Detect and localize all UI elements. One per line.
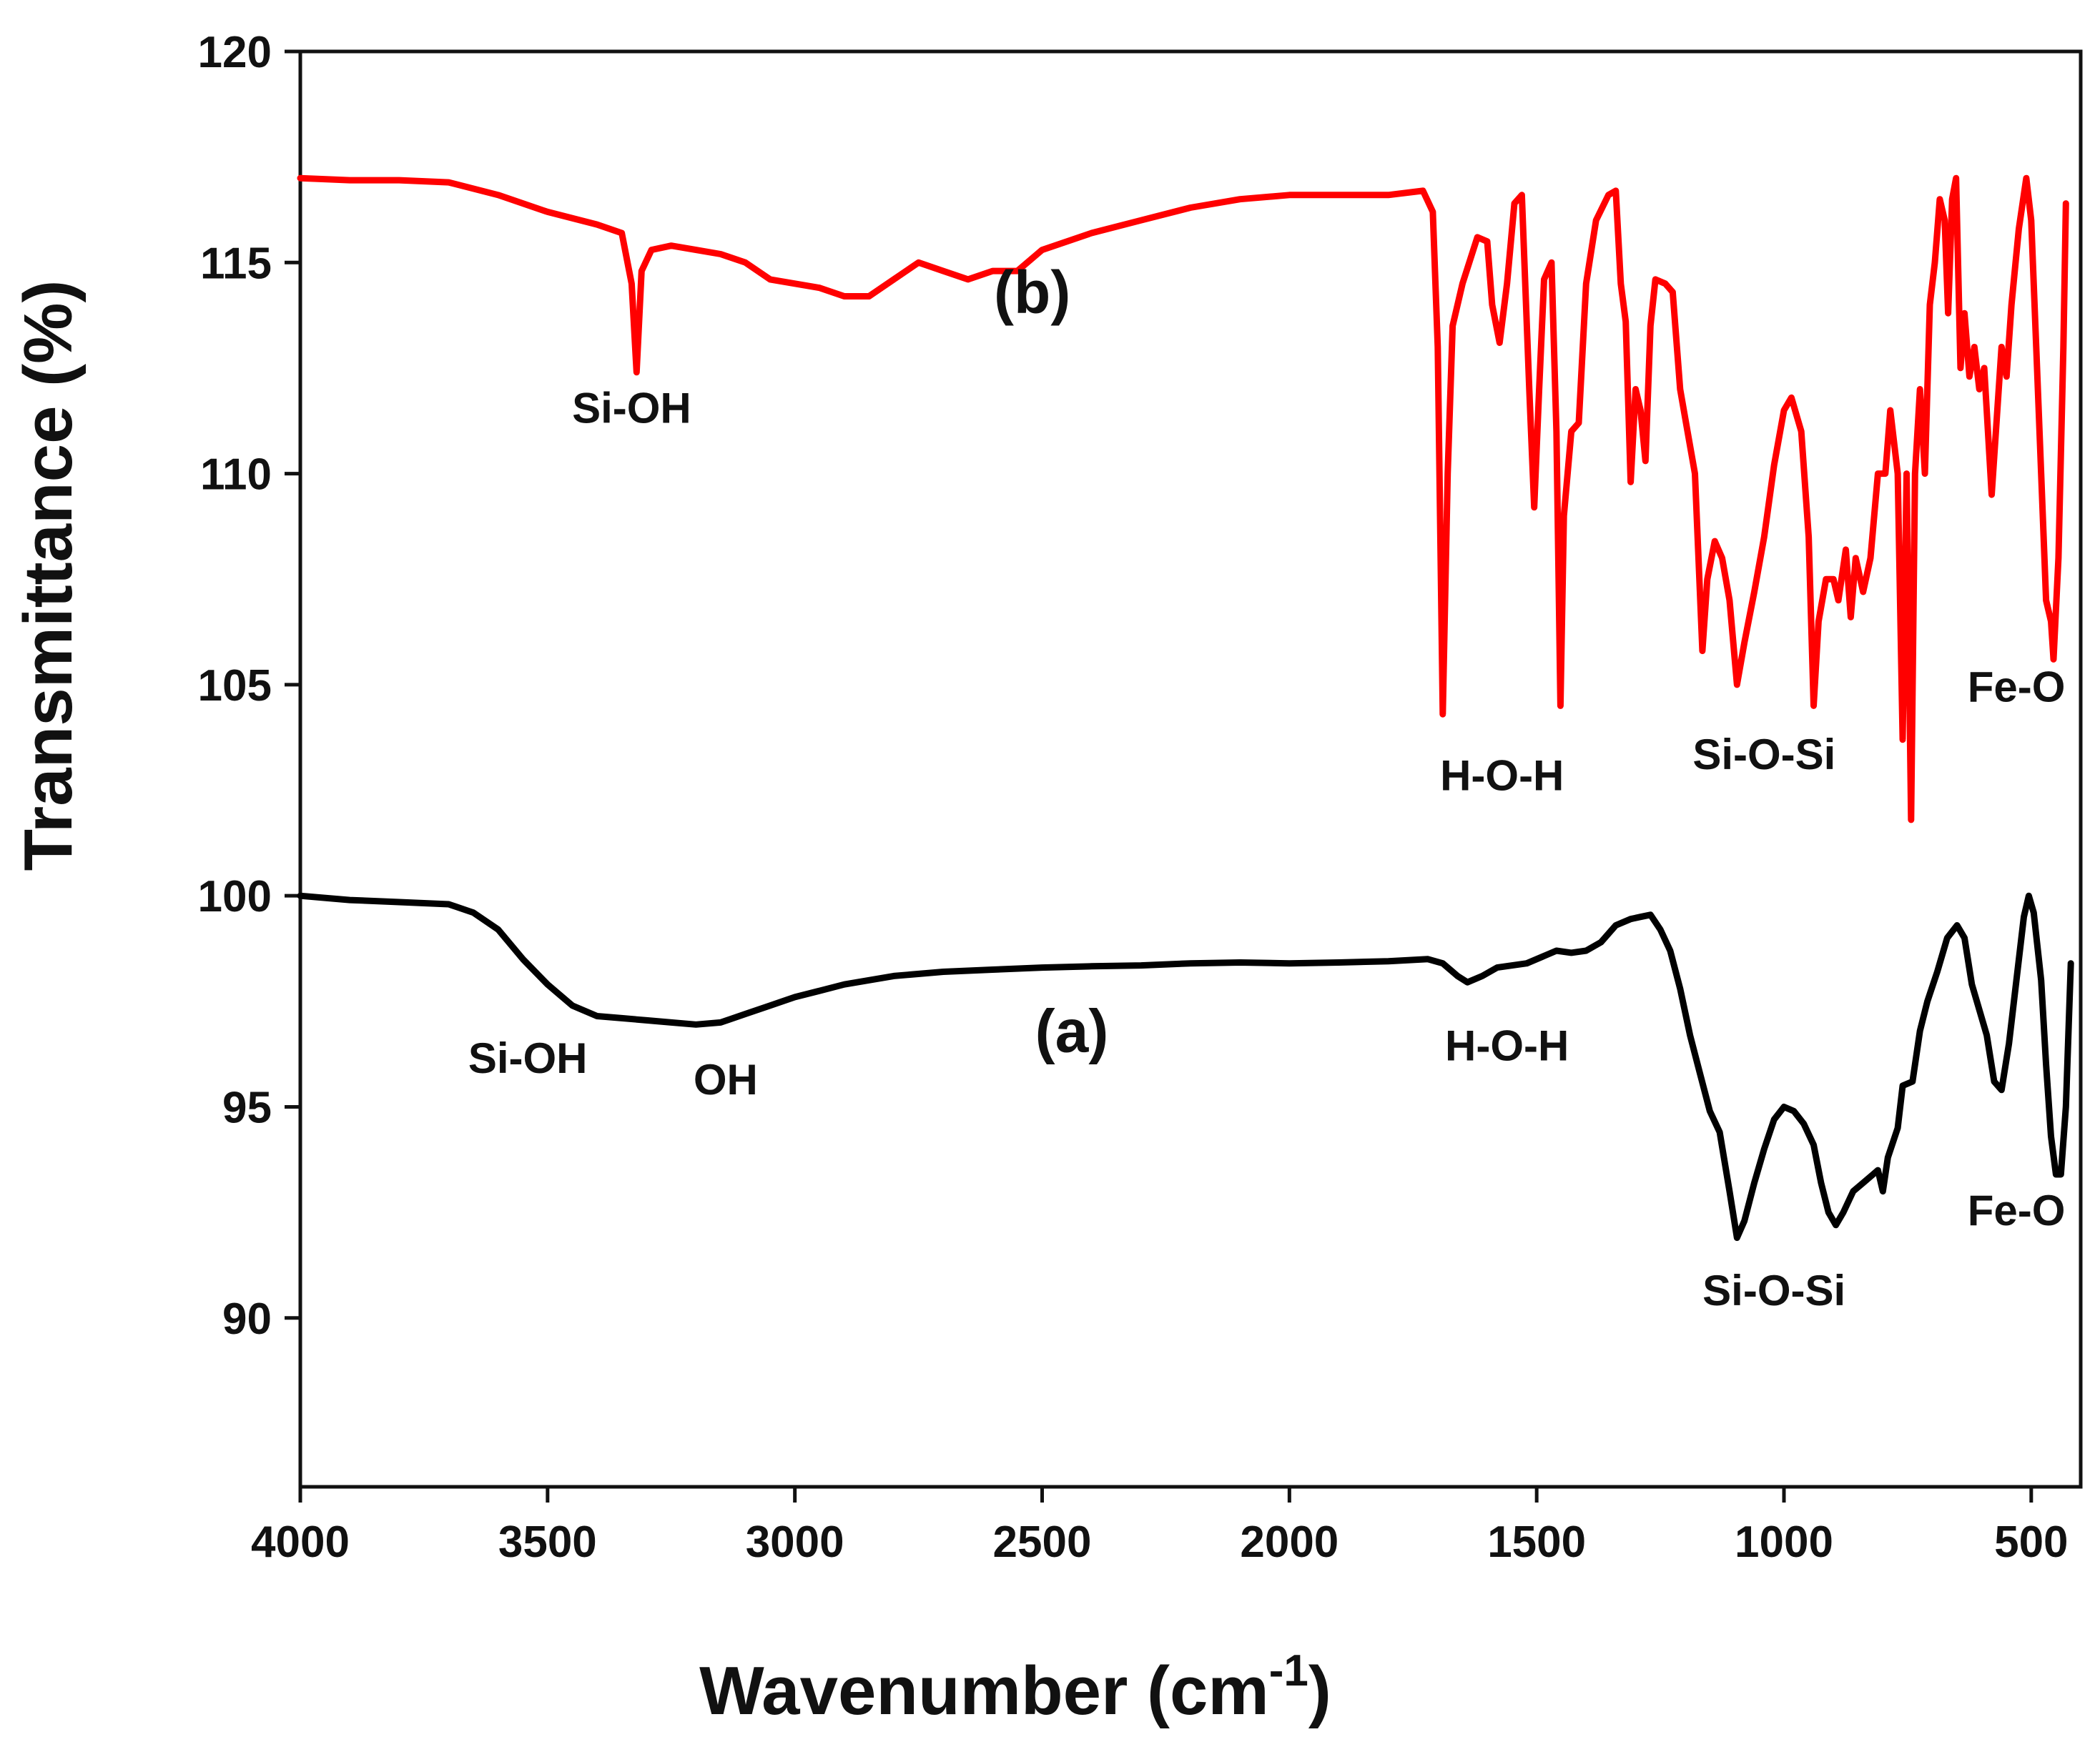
y-tick-label: 115 — [200, 239, 272, 288]
x-tick-label: 1000 — [1735, 1518, 1833, 1567]
peak-annotation: Si-OH — [572, 385, 691, 432]
y-tick-label: 90 — [222, 1295, 272, 1344]
x-tick-label: 500 — [1994, 1518, 2068, 1567]
y-axis-title: Transmittance (%) — [10, 280, 87, 871]
series-layer — [297, 174, 2074, 1242]
peak-annotation: Fe-O — [1968, 1187, 2066, 1234]
x-axis-title-main: Wavenumber (cm — [699, 1653, 1269, 1729]
y-tick-label: 105 — [198, 661, 272, 711]
annotation-layer: Si-OH (b) H-O-H Si-O-Si Fe-O Si-OH OH (a) H-O-H S… — [468, 259, 2066, 1315]
y-tick-label: 100 — [198, 872, 272, 921]
series-line-a — [297, 892, 2074, 1242]
series-label: (b) — [994, 259, 1070, 326]
x-axis-title: Wavenumber (cm-1) — [699, 1646, 1331, 1729]
peak-annotation: H-O-H — [1440, 752, 1564, 800]
peak-annotation: Si-OH — [468, 1034, 588, 1082]
series-line-b — [297, 174, 2069, 823]
y-axis-ticks: 90 95 100 105 110 115 120 — [198, 28, 300, 1344]
y-tick-label: 120 — [198, 28, 272, 77]
y-tick-label: 110 — [200, 450, 272, 500]
x-tick-label: 3500 — [498, 1518, 597, 1567]
x-tick-label: 2500 — [993, 1518, 1092, 1567]
x-tick-label: 1500 — [1487, 1518, 1586, 1567]
x-tick-label: 2000 — [1240, 1518, 1339, 1567]
x-tick-label: 3000 — [746, 1518, 844, 1567]
peak-annotation: H-O-H — [1445, 1022, 1569, 1070]
plot-frame — [298, 49, 2083, 1489]
y-tick-label: 95 — [222, 1083, 272, 1132]
x-axis-title-suffix: ) — [1308, 1653, 1331, 1729]
peak-annotation: Si-O-Si — [1702, 1267, 1845, 1315]
series-label: (a) — [1035, 998, 1109, 1065]
x-axis-ticks: 4000 3500 3000 2500 2000 1500 1000 500 — [251, 1487, 2069, 1567]
peak-annotation: Si-O-Si — [1692, 731, 1835, 778]
plot-border — [298, 49, 2083, 1489]
peak-annotation: Fe-O — [1968, 663, 2066, 711]
peak-annotation: OH — [694, 1056, 758, 1104]
x-axis-title-superscript: -1 — [1269, 1646, 1308, 1696]
x-tick-label: 4000 — [251, 1518, 350, 1567]
